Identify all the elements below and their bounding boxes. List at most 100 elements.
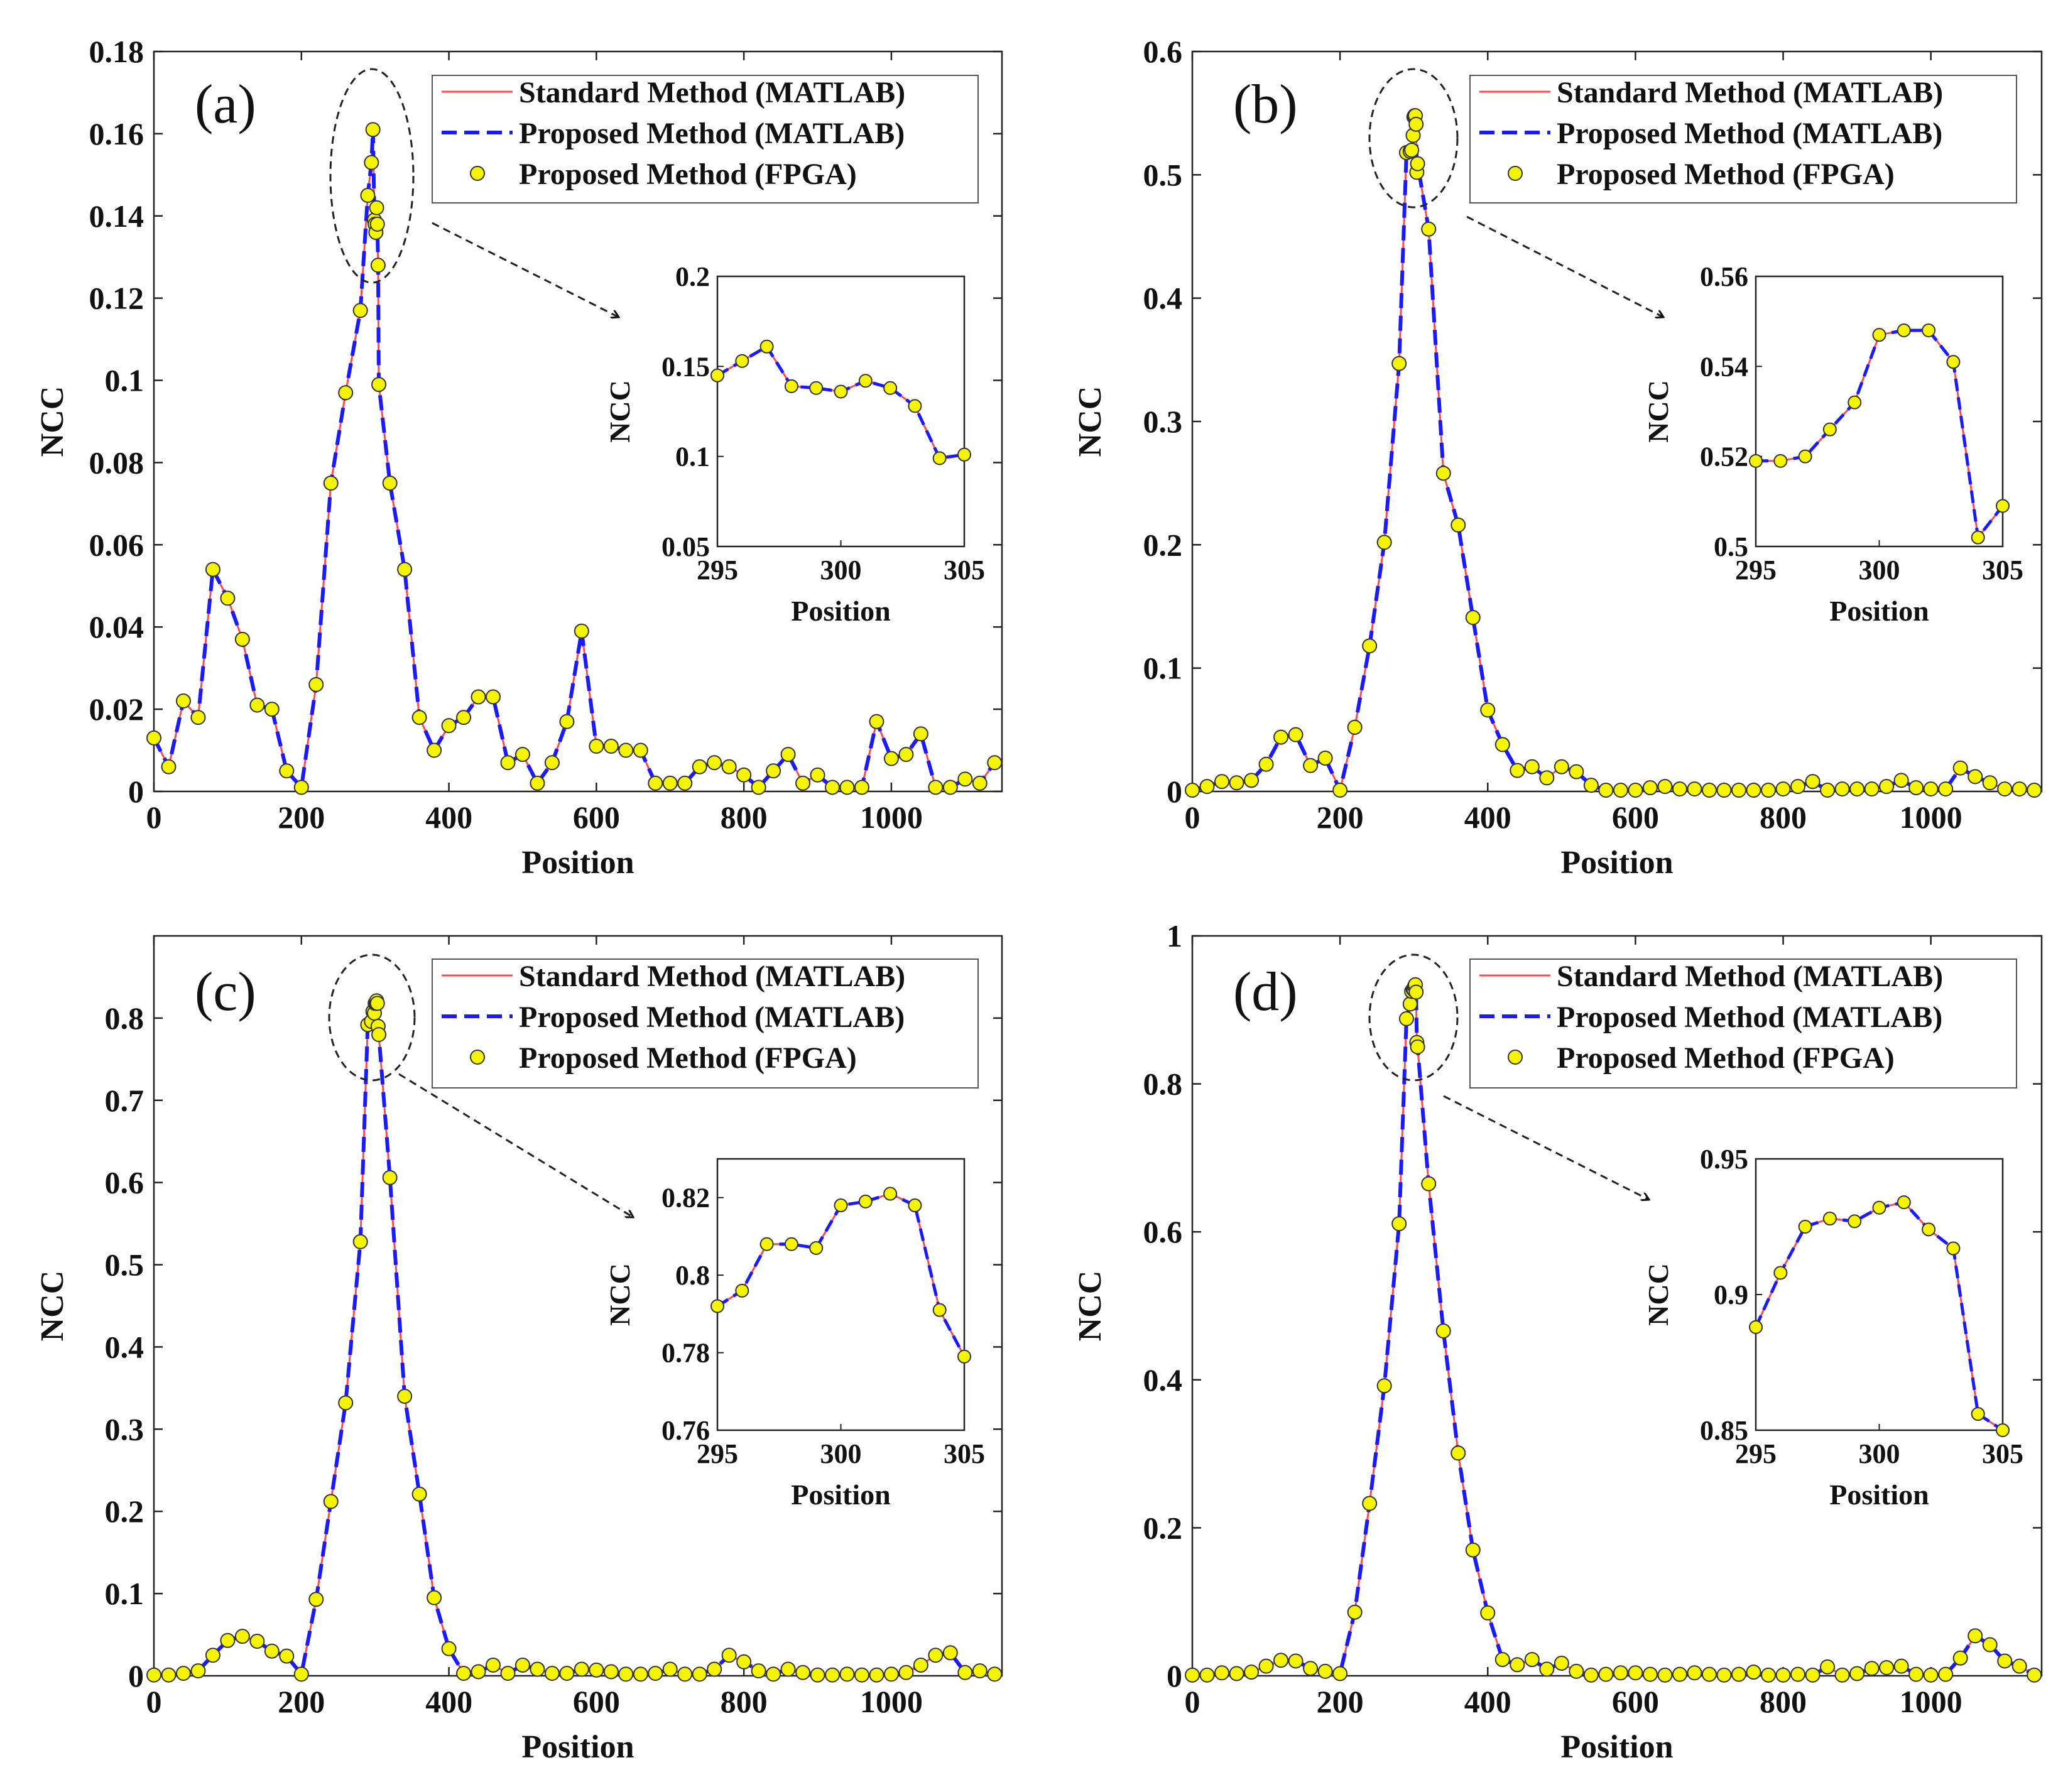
inset-fpga-point — [735, 1283, 749, 1298]
fpga-point — [574, 623, 589, 639]
y-tick-label: 0.4 — [1143, 281, 1183, 316]
inset-fpga-point — [908, 1198, 922, 1213]
legend-entry: Standard Method (MATLAB) — [1557, 76, 1943, 109]
fpga-point — [1258, 1658, 1274, 1674]
fpga-point — [456, 710, 472, 725]
inset-fpga-point — [1922, 323, 1936, 337]
legend: Standard Method (MATLAB) Proposed Method … — [1469, 75, 2017, 204]
fpga-point — [1672, 1666, 1687, 1682]
fpga-point — [1938, 1666, 1954, 1682]
fpga-point — [1494, 1652, 1510, 1668]
fpga-point — [1997, 1653, 2013, 1669]
fpga-point — [883, 1666, 899, 1682]
fpga-point — [883, 751, 899, 766]
fpga-point — [1480, 1605, 1496, 1621]
zoom-region-ellipse — [329, 68, 415, 284]
inset-x-tick-label: 300 — [1859, 1438, 1900, 1469]
fpga-point — [1849, 1666, 1865, 1681]
fpga-point — [1908, 1666, 1924, 1682]
fpga-point — [1524, 1652, 1540, 1668]
fpga-point — [766, 1666, 781, 1682]
fpga-point — [514, 747, 530, 763]
fpga-point — [370, 258, 386, 273]
fpga-point — [898, 747, 914, 763]
y-tick-label: 0.7 — [105, 1083, 144, 1118]
inset-fpga-point — [735, 354, 749, 368]
zoom-arrow — [1443, 1095, 1649, 1200]
y-tick-label: 0.2 — [105, 1494, 144, 1529]
fpga-point — [471, 689, 486, 705]
inset-fpga-point — [1822, 1212, 1837, 1226]
y-tick-label: 0.8 — [105, 1001, 144, 1036]
y-tick-label: 0.02 — [89, 692, 144, 727]
inset-fpga-point — [710, 368, 724, 383]
fpga-point — [1893, 1658, 1909, 1674]
y-tick-label: 0.3 — [1143, 404, 1183, 439]
inset-y-tick-label: 0.05 — [661, 531, 710, 562]
fpga-point — [1185, 783, 1200, 798]
fpga-point — [1790, 779, 1806, 795]
inset-fpga-point — [809, 1241, 824, 1255]
fpga-point — [1628, 1665, 1643, 1681]
fpga-point — [371, 377, 387, 393]
fpga-point — [190, 710, 206, 725]
y-tick-label: 0 — [128, 774, 144, 809]
chart-panel-b: 0 200 400 600 800 1000 0 0.1 0.2 0.3 0.4 0.5 0.6 Posi… — [1072, 34, 2043, 881]
fpga-point — [1997, 781, 2013, 797]
fpga-point — [146, 730, 161, 746]
x-tick-label: 600 — [573, 1684, 620, 1719]
fpga-point — [648, 775, 663, 791]
fpga-point — [707, 1661, 722, 1677]
fpga-point — [441, 718, 457, 734]
x-axis-label: Position — [521, 845, 634, 881]
fpga-point — [780, 747, 796, 763]
inset-x-tick-label: 305 — [1982, 555, 2023, 585]
inset-y-tick-label: 0.52 — [1700, 442, 1748, 472]
legend-swatch-fpga — [470, 166, 485, 181]
x-tick-label: 200 — [278, 1684, 325, 1719]
fpga-point — [1347, 719, 1363, 735]
fpga-point — [382, 475, 398, 491]
inset-fpga-point — [858, 374, 873, 388]
fpga-point — [1398, 1011, 1414, 1026]
fpga-point — [397, 1388, 413, 1404]
fpga-point — [360, 188, 376, 204]
legend-entry: Proposed Method (MATLAB) — [1557, 1001, 1942, 1034]
fpga-point — [1510, 763, 1525, 778]
y-tick-label: 0.18 — [89, 34, 144, 69]
fpga-point — [1391, 1216, 1407, 1232]
fpga-point — [1923, 1667, 1939, 1683]
inset-fpga-point — [759, 339, 774, 354]
x-tick-label: 800 — [1760, 800, 1807, 835]
fpga-point — [618, 1666, 634, 1682]
fpga-point — [1362, 638, 1378, 654]
chart-panel-a: 0 200 400 600 800 1000 0 0.02 0.04 0.06 0.08 0.1 0.1… — [35, 34, 1003, 881]
fpga-point — [1288, 1653, 1304, 1669]
fpga-point — [1613, 1665, 1628, 1681]
fpga-point — [987, 755, 1003, 771]
fpga-point — [382, 1170, 398, 1185]
fpga-point — [1864, 781, 1880, 797]
fpga-point — [1244, 1664, 1260, 1680]
x-tick-label: 1000 — [860, 1684, 923, 1719]
fpga-point — [411, 1486, 427, 1502]
panel-label: (a) — [195, 74, 256, 135]
fpga-point — [736, 767, 752, 783]
fpga-point — [1761, 1667, 1777, 1683]
fpga-point — [692, 1666, 707, 1682]
legend-swatch-fpga — [1508, 166, 1523, 181]
inset-y-tick-label: 0.15 — [661, 351, 710, 382]
fpga-point — [220, 1632, 236, 1648]
x-tick-label: 400 — [425, 800, 472, 835]
fpga-point — [514, 1657, 530, 1673]
y-tick-label: 0.3 — [105, 1411, 144, 1447]
inset-x-axis-label: Position — [791, 1479, 890, 1511]
fpga-point — [427, 1590, 442, 1605]
fpga-point — [1893, 773, 1909, 788]
y-axis-label: NCC — [35, 1271, 70, 1342]
fpga-point — [1952, 1650, 1968, 1666]
inset-fpga-point — [1996, 499, 2010, 513]
inset-fpga-point — [1848, 1214, 1862, 1229]
inset-fpga-point — [1971, 1407, 1985, 1421]
inset-y-tick-label: 0.9 — [1714, 1279, 1748, 1310]
